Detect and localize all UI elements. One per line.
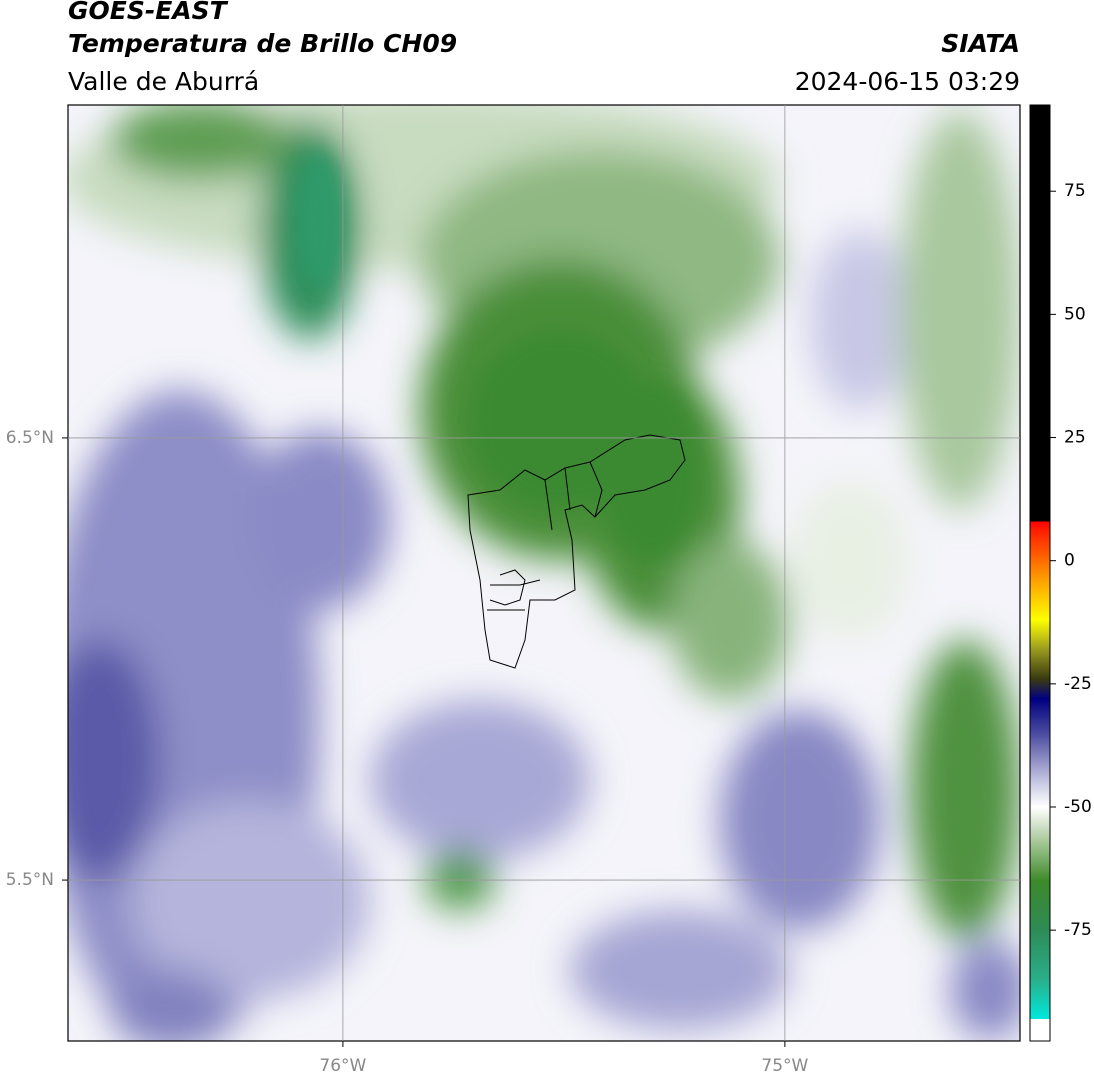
colorbar-tick-label: 75: [1064, 181, 1086, 201]
source: SIATA: [941, 29, 1020, 58]
colorbar-tick-label: 25: [1064, 428, 1086, 448]
y-tick-label: 5.5°N: [6, 870, 54, 890]
colorbar-tick-label: -75: [1064, 920, 1092, 940]
map-frame: [67, 104, 1021, 1042]
colorbar-tick-label: -50: [1064, 797, 1092, 817]
satellite-field: [68, 105, 1020, 1041]
subtitle: Temperatura de Brillo CH09: [68, 29, 457, 58]
x-tick-label: 76°W: [319, 1056, 366, 1076]
title: GOES-EAST: [68, 0, 229, 25]
colorbar-tick-label: 50: [1064, 304, 1086, 324]
colorbar-tick-label: 0: [1064, 551, 1075, 571]
x-tick-label: 75°W: [761, 1056, 808, 1076]
datetime: 2024-06-15 03:29: [795, 67, 1020, 96]
colorbar-tick-label: -25: [1064, 674, 1092, 694]
region: Valle de Aburrá: [68, 67, 259, 96]
valley-boundaries: [467, 434, 686, 669]
y-tick-label: 6.5°N: [6, 428, 54, 448]
colorbar: [1029, 104, 1051, 1042]
